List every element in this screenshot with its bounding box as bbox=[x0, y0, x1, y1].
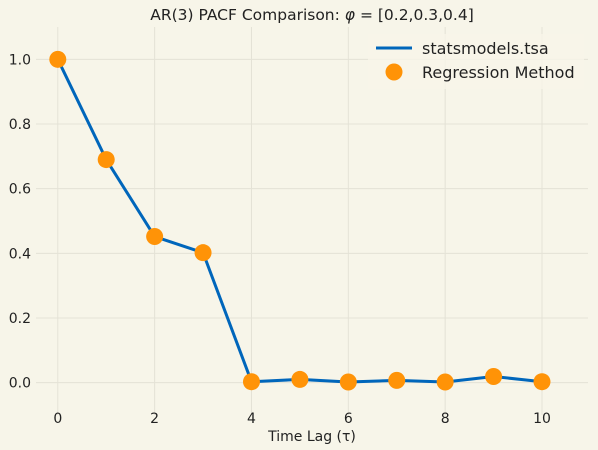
y-tick-label: 0.8 bbox=[9, 117, 31, 133]
y-tick-label: 0.6 bbox=[9, 182, 31, 198]
data-point-regression bbox=[388, 371, 406, 389]
x-tick-label: 2 bbox=[150, 411, 159, 427]
tick-labels: 0 2 4 6 8 10 0.0 0.2 0.4 0.6 0.8 1.0 bbox=[9, 52, 551, 427]
title-phi-symbol: φ bbox=[345, 6, 356, 24]
title-prefix: AR(3) PACF Comparison: bbox=[150, 6, 345, 24]
data-point-regression bbox=[436, 373, 454, 391]
y-tick-label: 0.4 bbox=[9, 246, 31, 262]
data-point-regression bbox=[533, 373, 551, 391]
chart-title: AR(3) PACF Comparison: φ = [0.2,0.3,0.4] bbox=[150, 6, 474, 24]
x-tick-label: 10 bbox=[533, 411, 551, 427]
x-tick-label: 8 bbox=[441, 411, 450, 427]
data-point-regression bbox=[242, 373, 260, 391]
y-tick-label: 1.0 bbox=[9, 52, 31, 68]
legend: statsmodels.tsa Regression Method bbox=[368, 34, 584, 89]
grid bbox=[36, 27, 588, 415]
data-point-regression bbox=[485, 368, 503, 386]
legend-box bbox=[368, 34, 584, 89]
title-values: = [0.2,0.3,0.4] bbox=[355, 6, 474, 24]
legend-marker-swatch bbox=[385, 63, 403, 81]
legend-label-marker: Regression Method bbox=[422, 63, 575, 82]
y-tick-label: 0.2 bbox=[9, 311, 31, 327]
x-tick-label: 6 bbox=[344, 411, 353, 427]
x-axis-label: Time Lag (τ) bbox=[267, 429, 356, 445]
y-tick-label: 0.0 bbox=[9, 376, 31, 392]
x-tick-label: 4 bbox=[247, 411, 256, 427]
data-point-regression bbox=[146, 228, 164, 246]
data-point-regression bbox=[194, 244, 212, 262]
x-tick-label: 0 bbox=[53, 411, 62, 427]
data-point-regression bbox=[339, 373, 357, 391]
data-point-regression bbox=[97, 151, 115, 169]
legend-label-line: statsmodels.tsa bbox=[422, 39, 549, 58]
data-point-regression bbox=[291, 370, 309, 388]
data-point-regression bbox=[49, 50, 67, 68]
marker-series-layer bbox=[49, 50, 551, 391]
